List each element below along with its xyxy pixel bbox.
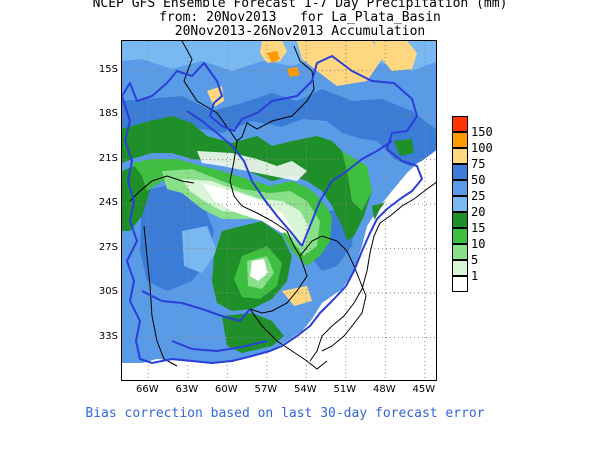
basin-outline bbox=[122, 55, 423, 364]
map-title: NCEP GFS Ensemble Forecast 1-7 Day Preci… bbox=[92, 0, 508, 11]
legend-swatch bbox=[452, 132, 468, 148]
legend-label: 1 bbox=[471, 269, 479, 283]
map-subtitle-date-region: from: 20Nov2013 for La_Plata_Basin bbox=[159, 10, 441, 25]
bias-correction-note: Bias correction based on last 30-day for… bbox=[85, 406, 485, 421]
longitude-label: 60W bbox=[215, 384, 238, 395]
latitude-label: 27S bbox=[98, 241, 118, 253]
longitude-label: 63W bbox=[175, 384, 199, 395]
longitude-label: 57W bbox=[254, 384, 278, 395]
latitude-label: 21S bbox=[98, 152, 118, 164]
legend-label: 25 bbox=[471, 189, 486, 203]
legend-swatch bbox=[452, 260, 468, 276]
latitude-label: 33S bbox=[98, 330, 118, 342]
legend-label: 50 bbox=[471, 173, 486, 187]
legend-label: 10 bbox=[471, 237, 486, 251]
legend-swatch bbox=[452, 148, 468, 164]
lat-lon-grid bbox=[122, 41, 436, 380]
legend-label: 20 bbox=[471, 205, 486, 219]
longitude-label: 54W bbox=[294, 384, 317, 395]
legend-swatch bbox=[452, 228, 468, 244]
legend-label: 150 bbox=[471, 125, 493, 139]
latitude-label: 15S bbox=[98, 63, 118, 75]
legend-swatch bbox=[452, 196, 468, 212]
longitude-label: 51W bbox=[333, 384, 357, 395]
map-subtitle-accumulation: 20Nov2013-26Nov2013 Accumulation bbox=[174, 24, 426, 39]
legend-label: 5 bbox=[471, 253, 479, 267]
legend-swatch bbox=[452, 164, 468, 180]
legend-label: 100 bbox=[471, 141, 493, 155]
longitude-label: 45W bbox=[412, 384, 436, 395]
latitude-label: 24S bbox=[98, 197, 118, 209]
legend-label: 15 bbox=[471, 221, 486, 235]
legend-swatch bbox=[452, 180, 468, 196]
precipitation-map bbox=[121, 40, 437, 381]
country-borders bbox=[129, 41, 367, 370]
precip-fields bbox=[122, 41, 436, 380]
longitude-label: 66W bbox=[136, 384, 159, 395]
legend-swatch bbox=[452, 116, 468, 132]
legend-label: 75 bbox=[471, 157, 486, 171]
legend-swatch bbox=[452, 244, 468, 260]
coastline bbox=[309, 181, 436, 362]
longitude-label: 48W bbox=[373, 384, 396, 395]
legend-swatch-lowest bbox=[452, 276, 468, 292]
latitude-label: 30S bbox=[98, 286, 118, 298]
latitude-label: 18S bbox=[98, 108, 118, 120]
legend-swatch bbox=[452, 212, 468, 228]
map-canvas bbox=[122, 41, 436, 380]
